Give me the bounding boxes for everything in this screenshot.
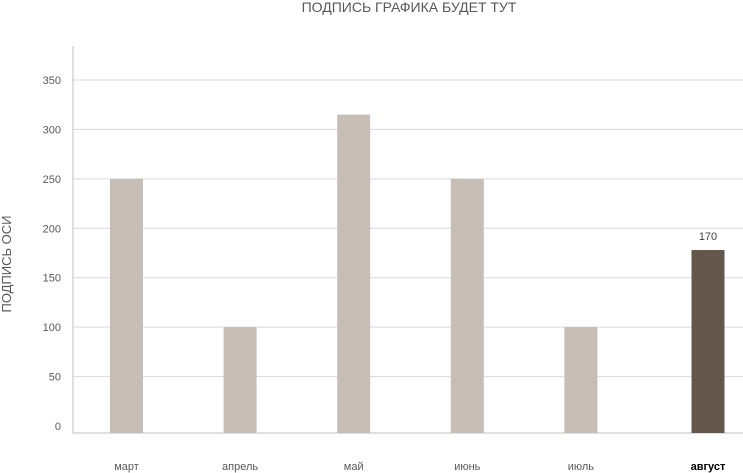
- y-tick-label: 200: [43, 223, 61, 235]
- x-category-label: март: [114, 461, 139, 473]
- y-tick-label: 50: [49, 372, 61, 384]
- x-axis-categories: март апрель май июнь июль август: [114, 461, 726, 473]
- x-category-label: август: [691, 461, 726, 473]
- data-labels: 170: [699, 231, 717, 243]
- data-label: 170: [699, 231, 717, 243]
- y-tick-label: 300: [43, 124, 61, 136]
- gridlines: [73, 79, 743, 378]
- y-tick-label: 0: [55, 421, 61, 433]
- bar: [691, 250, 725, 433]
- x-category-label: июнь: [454, 461, 480, 473]
- chart-title: ПОДПИСЬ ГРАФИКА БУДЕТ ТУТ: [302, 0, 517, 15]
- bar: [450, 178, 484, 433]
- y-axis-label: ПОДПИСЬ ОСИ: [0, 215, 14, 312]
- bar: [110, 178, 143, 433]
- bar: [337, 114, 371, 433]
- y-tick-label: 350: [43, 75, 61, 87]
- y-tick-label: 150: [43, 273, 61, 285]
- x-category-label: июль: [568, 461, 595, 473]
- bars: [110, 114, 725, 433]
- x-category-label: май: [344, 461, 364, 473]
- x-category-label: апрель: [222, 461, 258, 473]
- bar: [223, 327, 257, 433]
- bar: [564, 327, 598, 433]
- y-tick-label: 100: [43, 322, 61, 334]
- y-axis-ticks: 0 50 100 150 200 250 300 350: [43, 75, 61, 433]
- y-tick-label: 250: [43, 174, 61, 186]
